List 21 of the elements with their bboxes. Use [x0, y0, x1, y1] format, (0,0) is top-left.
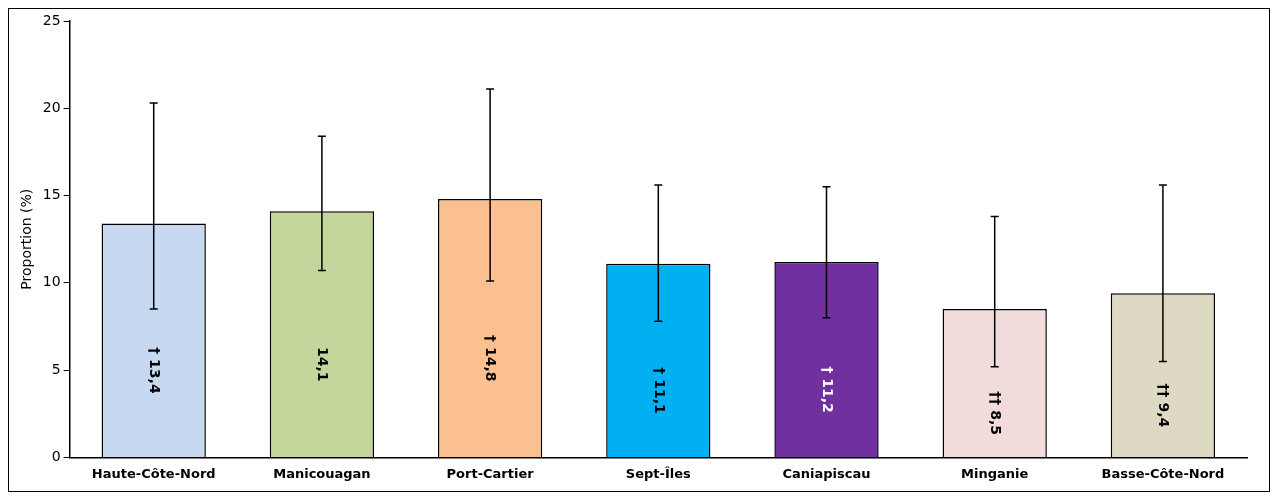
y-tick-label: 20	[42, 98, 61, 115]
y-tick-label: 10	[42, 273, 61, 290]
y-tick-label: 15	[42, 186, 61, 203]
y-tick-label: 5	[51, 360, 61, 377]
data-label: † 11,1	[651, 367, 668, 414]
data-label: † 11,2	[819, 366, 836, 413]
x-tick-label: Port-Cartier	[446, 465, 535, 481]
x-tick-label: Caniapiscau	[782, 465, 871, 481]
y-tick-label: 25	[42, 11, 61, 28]
data-label: 14,1	[315, 347, 332, 382]
y-tick-label: 0	[51, 448, 61, 465]
data-label: † 13,4	[147, 347, 164, 394]
data-label: †† 9,4	[1156, 383, 1173, 428]
data-label: † 14,8	[483, 335, 500, 382]
x-tick-label: Basse-Côte-Nord	[1101, 465, 1225, 481]
y-axis-title: Proportion (%)	[18, 188, 35, 290]
x-tick-label: Sept-Îles	[625, 465, 692, 481]
x-tick-label: Minganie	[961, 465, 1029, 481]
data-label: †† 8,5	[988, 391, 1005, 436]
x-tick-label: Haute-Côte-Nord	[91, 465, 216, 481]
x-tick-label: Manicouagan	[273, 465, 371, 481]
